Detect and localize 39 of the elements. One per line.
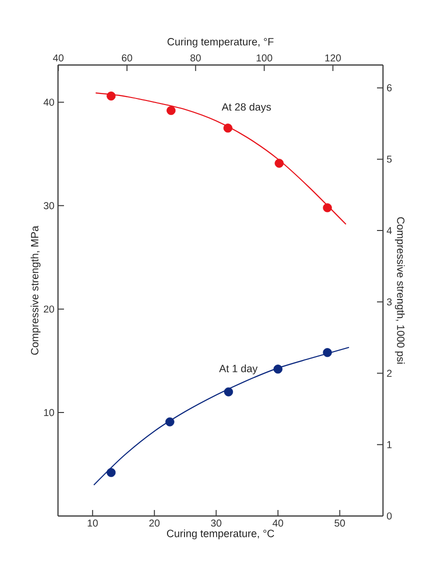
x2-tick-label: 120 xyxy=(325,54,341,62)
point xyxy=(106,92,116,101)
y2-axis-title: Compressive strength, 1000 psi xyxy=(394,217,405,364)
x-axis-title: Curing temperature, °C xyxy=(166,529,274,540)
y-tick-label: 10 xyxy=(44,409,54,416)
line-series xyxy=(93,346,350,486)
x-tick-label: 40 xyxy=(272,520,284,527)
x2-tick-label: 60 xyxy=(122,54,132,62)
point xyxy=(273,364,282,374)
annotation: At 1 day xyxy=(219,364,258,374)
y2-tick-label: 0 xyxy=(386,512,392,520)
point xyxy=(322,348,332,358)
y-tick-label: 30 xyxy=(44,202,54,210)
y2-tick-label: 6 xyxy=(387,84,392,92)
y2-tick-label: 5 xyxy=(386,156,392,163)
x2-tick-label: 40 xyxy=(53,54,64,62)
x2-tick-label: 100 xyxy=(256,54,272,62)
point xyxy=(166,106,176,116)
y2-tick-label: 3 xyxy=(386,298,392,306)
point xyxy=(223,124,232,133)
point xyxy=(165,417,174,426)
point xyxy=(224,387,234,396)
line-series xyxy=(95,92,346,225)
point xyxy=(322,203,332,212)
y-tick-label: 20 xyxy=(44,306,54,313)
y2-tick-label: 2 xyxy=(387,370,392,377)
y-tick-label: 40 xyxy=(44,98,54,106)
annotation: At 28 days xyxy=(222,102,271,113)
x2-tick-label: 80 xyxy=(190,54,201,62)
x2-axis-title: Curing temperature, °F xyxy=(168,38,274,48)
point xyxy=(106,468,116,478)
x-tick-label: 10 xyxy=(88,520,98,527)
y2-tick-label: 4 xyxy=(386,227,392,234)
x-tick-label: 50 xyxy=(334,520,345,527)
x-tick-label: 20 xyxy=(149,520,160,527)
point xyxy=(274,158,284,168)
x-tick-label: 30 xyxy=(210,520,222,527)
y2-tick-label: 1 xyxy=(387,441,392,448)
y-axis-title: Compressive strength, MPa xyxy=(30,226,40,355)
